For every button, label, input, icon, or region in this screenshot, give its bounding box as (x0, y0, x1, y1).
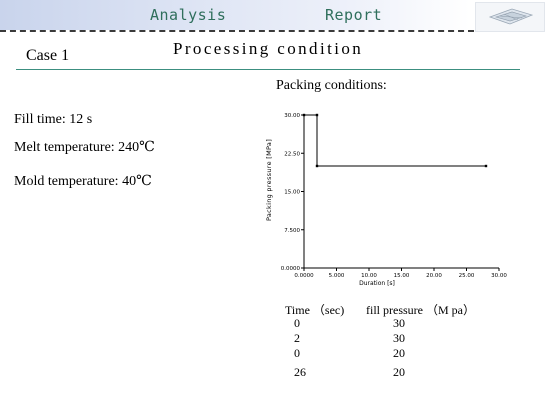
data-point (302, 113, 306, 117)
table-header-pressure: fill pressure （M pa） (366, 303, 475, 317)
data-point (484, 164, 488, 168)
table-header-time: Time （sec) (285, 303, 345, 317)
header-report-label: Report (325, 6, 383, 24)
mold-temperature-text: Mold temperature: 40℃ (14, 174, 152, 189)
table-cell-pressure: 30 (393, 316, 405, 330)
x-tick-label: 30.00 (491, 273, 507, 279)
table-cell-pressure: 20 (393, 365, 405, 379)
header-divider (0, 30, 474, 32)
x-tick-label: 5.000 (329, 273, 345, 279)
table-cell-pressure: 20 (393, 346, 405, 360)
packing-pressure-line (304, 114, 486, 167)
table-cell-pressure: 30 (393, 331, 405, 345)
x-tick-label: 20.00 (426, 273, 442, 279)
table-cell-time: 26 (294, 365, 306, 379)
section-subtitle: Processing condition (173, 39, 364, 58)
x-axis-label: Duration [s] (359, 280, 395, 287)
melt-temperature-text: Melt temperature: 240℃ (14, 140, 155, 155)
x-tick-label: 0.0000 (294, 273, 314, 279)
y-tick-label: 7.500 (284, 228, 300, 234)
x-tick-label: 25.00 (459, 273, 475, 279)
data-point (315, 113, 319, 117)
data-point (315, 164, 319, 168)
x-tick-label: 15.00 (394, 273, 410, 279)
table-cell-time: 0 (294, 316, 300, 330)
packing-heading: Packing conditions: (276, 78, 387, 93)
table-cell-time: 0 (294, 346, 300, 360)
y-tick-label: 0.0000 (281, 266, 301, 272)
table-cell-time: 2 (294, 331, 300, 345)
y-tick-label: 30.00 (284, 113, 300, 119)
y-axis-label: Packing pressure [MPa] (265, 139, 273, 221)
y-tick-label: 15.00 (284, 190, 300, 196)
y-tick-label: 22.50 (284, 151, 300, 157)
header-band (0, 0, 470, 30)
header-analysis-label: Analysis (150, 6, 227, 24)
case-title: Case 1 (26, 47, 70, 64)
fill-time-text: Fill time: 12 s (14, 112, 93, 127)
title-divider (16, 69, 520, 70)
x-tick-label: 10.00 (361, 273, 377, 279)
